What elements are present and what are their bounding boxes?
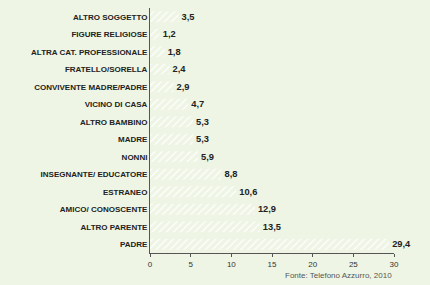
svg-text:12,9: 12,9: [258, 204, 276, 214]
svg-text:10: 10: [227, 260, 236, 269]
svg-text:5,9: 5,9: [201, 152, 214, 162]
svg-text:2,4: 2,4: [173, 64, 187, 74]
svg-text:13,5: 13,5: [263, 222, 281, 232]
svg-text:CONVIVENTE MADRE/PADRE: CONVIVENTE MADRE/PADRE: [34, 83, 148, 92]
svg-text:Fonte: Telefono Azzurro, 2010: Fonte: Telefono Azzurro, 2010: [285, 271, 392, 280]
svg-text:ESTRANEO: ESTRANEO: [103, 188, 147, 197]
svg-text:2,9: 2,9: [177, 82, 190, 92]
svg-text:29,4: 29,4: [392, 239, 411, 249]
svg-text:ALTRO SOGGETTO: ALTRO SOGGETTO: [73, 13, 147, 22]
svg-text:5,3: 5,3: [196, 134, 209, 144]
svg-text:VICINO DI CASA: VICINO DI CASA: [85, 100, 148, 109]
svg-text:20: 20: [308, 260, 317, 269]
svg-text:4,7: 4,7: [191, 99, 204, 109]
svg-text:10,6: 10,6: [239, 187, 257, 197]
svg-text:ALTRA CAT. PROFESSIONALE: ALTRA CAT. PROFESSIONALE: [31, 48, 148, 57]
svg-text:5: 5: [188, 260, 193, 269]
svg-text:8,8: 8,8: [225, 169, 238, 179]
svg-text:AMICO/ CONOSCENTE: AMICO/ CONOSCENTE: [60, 205, 148, 214]
svg-text:0: 0: [148, 260, 153, 269]
svg-text:1,2: 1,2: [163, 29, 176, 39]
svg-text:ALTRO PARENTE: ALTRO PARENTE: [81, 223, 148, 232]
svg-text:5,3: 5,3: [196, 117, 209, 127]
svg-text:MADRE: MADRE: [118, 135, 148, 144]
svg-text:15: 15: [268, 260, 277, 269]
svg-text:1,8: 1,8: [168, 47, 181, 57]
svg-text:FIGURE RELIGIOSE: FIGURE RELIGIOSE: [71, 30, 148, 39]
svg-text:ALTRO BAMBINO: ALTRO BAMBINO: [80, 118, 147, 127]
svg-text:FRATELLO/SORELLA: FRATELLO/SORELLA: [65, 65, 148, 74]
svg-text:30: 30: [390, 260, 399, 269]
svg-text:NONNI: NONNI: [122, 153, 148, 162]
svg-text:25: 25: [349, 260, 358, 269]
svg-text:INSEGNANTE/ EDUCATORE: INSEGNANTE/ EDUCATORE: [41, 170, 148, 179]
svg-text:3,5: 3,5: [181, 12, 194, 22]
svg-text:PADRE: PADRE: [120, 240, 148, 249]
